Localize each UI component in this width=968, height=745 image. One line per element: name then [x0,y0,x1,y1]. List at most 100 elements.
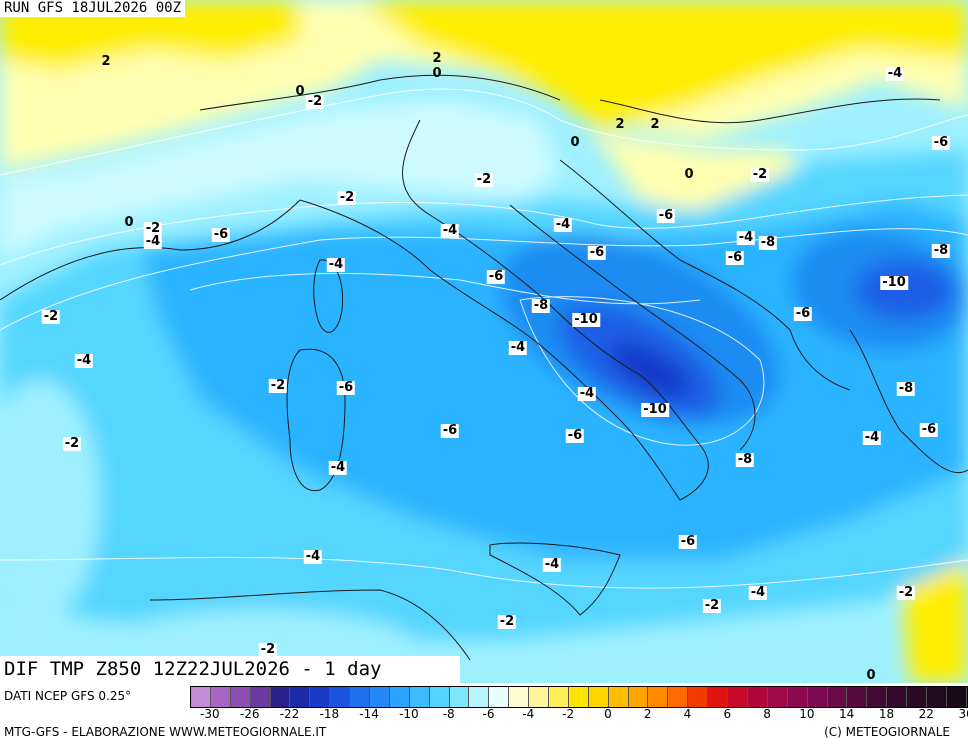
coastline [0,199,301,301]
contour-label: -8 [896,381,916,396]
coastline [149,589,471,661]
color-scale-label: 22 [918,707,934,721]
contour-label: -4 [326,257,346,272]
contour-label: 0 [866,668,876,683]
cold-region-10-east [855,260,955,320]
contour-label: -10 [572,312,600,327]
color-scale-swatch [867,687,888,707]
color-scale-label: 30 [958,707,968,721]
contour-label: -4 [508,340,528,355]
color-scale-swatch [728,687,748,707]
contour-label: -4 [736,230,756,245]
contour-label: -6 [587,245,607,260]
footer-credit: MTG-GFS - ELABORAZIONE WWW.METEOGIORNALE… [4,725,327,739]
isotherm-line [0,88,968,176]
color-scale-swatch [350,687,371,707]
coastline [559,159,851,391]
footer-copyright: (C) METEOGIORNALE [824,725,950,739]
contour-label: 2 [650,117,660,132]
contour-label: -4 [74,353,94,368]
color-scale-label: -4 [522,707,535,721]
color-scale-swatch [628,687,649,707]
color-scale-swatch [767,687,788,707]
contour-label: -6 [931,135,951,150]
contour-label: -6 [336,380,356,395]
contour-label: -4 [143,234,163,249]
contour-label: -2 [474,172,494,187]
contour-label: -2 [143,221,163,236]
warm-region-northwest [0,0,300,70]
color-scale-swatch [389,687,410,707]
contour-label: -6 [678,534,698,549]
contour-label: -10 [880,275,908,290]
color-scale-swatch [191,687,211,707]
contour-label: -4 [542,557,562,572]
contour-label: 2 [615,117,625,132]
coastline [509,204,756,451]
isotherm-line [0,194,968,266]
field-title: DIF TMP Z850 12Z22JUL2026 - 1 day [0,656,460,683]
contour-label: -4 [553,217,573,232]
color-scale-swatch [409,687,430,707]
contour-label: -8 [758,235,778,250]
color-scale-label: 6 [723,707,732,721]
contour-label: -4 [885,66,905,81]
isotherm-line [0,228,968,331]
contour-label: -6 [211,227,231,242]
color-scale-swatch [807,687,828,707]
color-scale-swatch [290,687,311,707]
contour-label: -2 [305,94,325,109]
contour-label: 0 [124,215,134,230]
contour-label: -6 [919,422,939,437]
color-scale-label: 0 [604,707,612,721]
contour-label: -10 [641,402,669,417]
color-scale-swatch [588,687,609,707]
contour-label: -2 [41,309,61,324]
color-scale-swatch [847,687,868,707]
temperature-anomaly-map [0,0,968,683]
warm-region-southeast [900,560,968,683]
color-scale-label: -6 [482,707,495,721]
contour-label: -4 [328,460,348,475]
contour-label: -2 [337,190,357,205]
color-scale-label: -2 [562,707,575,721]
contour-label: 0 [684,167,694,182]
isotherm-line [0,557,968,589]
color-scale-label: -14 [359,707,379,721]
color-scale-label: 18 [878,707,895,721]
contour-label: -4 [440,223,460,238]
color-scale-swatch [250,687,271,707]
warm-region-northeast [360,0,968,130]
color-scale-label: 4 [683,707,692,721]
contour-label: -6 [656,208,676,223]
contour-label: -2 [750,167,770,182]
contour-label: -2 [268,378,288,393]
color-scale-swatch [370,687,390,707]
coastline [199,74,561,111]
contour-label: -8 [735,452,755,467]
color-scale-swatch [926,687,947,707]
coastline [599,98,941,124]
color-scale-swatch [668,687,689,707]
coastline [489,542,621,616]
color-scale-label: -30 [200,707,220,721]
cold-region-0 [0,100,560,260]
contour-label: -6 [486,269,506,284]
color-scale-swatch [489,687,510,707]
contour-label: -2 [62,436,82,451]
color-scale-label: 2 [643,707,652,721]
contour-label: -6 [725,250,745,265]
run-title: RUN GFS 18JUL2026 00Z [0,0,186,17]
color-scale-swatch [449,687,470,707]
color-scale-swatch [747,687,768,707]
coastline [286,348,346,492]
contour-label: 0 [295,84,305,99]
color-scale-swatch [708,687,729,707]
contour-label: 2 [101,54,111,69]
color-scale-swatch [568,687,589,707]
contour-label: 2 [432,51,442,66]
contour-label: 0 [570,135,580,150]
color-scale-label: -22 [279,707,300,721]
color-scale-label: -26 [239,707,260,721]
contour-label: -6 [565,428,585,443]
